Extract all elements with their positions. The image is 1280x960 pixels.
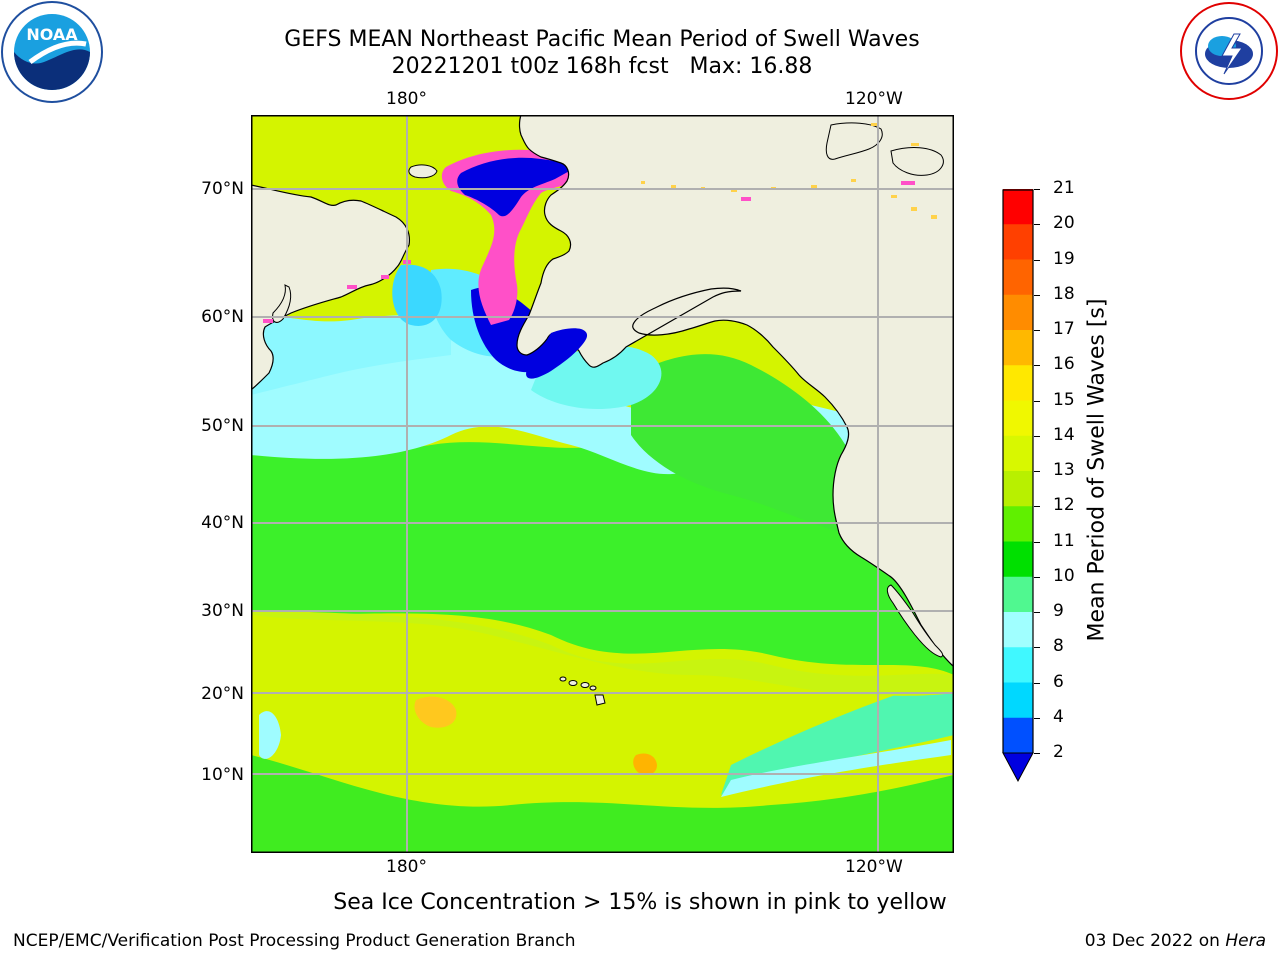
land-baja: [886, 584, 944, 658]
colorbar-band: [1003, 189, 1033, 225]
colorbar-tick-label: 4: [1053, 706, 1064, 727]
colorbar-tick-label: 12: [1053, 495, 1075, 516]
colorbar-band: [1003, 682, 1033, 719]
land-kamchatka: [272, 284, 292, 323]
colorbar-tick-label: 2: [1053, 742, 1064, 762]
lat-label-40n: 40°N: [201, 513, 244, 533]
map-svg: [251, 115, 954, 853]
footer-date-text: 03 Dec 2022 on: [1084, 931, 1226, 951]
colorbar-tick-mark: [1034, 682, 1040, 684]
colorbar-tick-mark: [1034, 189, 1040, 190]
field-cyan-west: [259, 711, 281, 759]
land-arctic-island-2: [890, 147, 944, 176]
field-cyan-east-2: [721, 740, 951, 797]
colorbar-tick-label: 14: [1053, 424, 1075, 445]
colorbar-tick-mark: [1034, 612, 1040, 613]
field-green-south: [251, 755, 954, 853]
colorbar-band: [1003, 294, 1033, 331]
colorbar-tick-mark: [1034, 541, 1040, 543]
colorbar-band: [1003, 365, 1033, 401]
field-deepblue-peninsula: [526, 328, 588, 379]
sea-ice-note: Sea Ice Concentration > 15% is shown in …: [333, 890, 947, 915]
colorbar-tick-mark: [1034, 471, 1040, 472]
field-cyan-north-2: [251, 314, 451, 395]
colorbar-tick-mark: [1034, 647, 1040, 649]
colorbar-band: [1003, 259, 1033, 296]
colorbar-tick-mark: [1034, 717, 1040, 719]
map-title: GEFS MEAN Northeast Pacific Mean Period …: [284, 27, 920, 52]
colorbar-tick-label: 21: [1053, 178, 1075, 198]
field-orange-1: [414, 696, 457, 728]
field-green-gulf: [631, 354, 851, 535]
colorbar-svg: [1002, 189, 1034, 783]
lat-label-20n: 20°N: [201, 684, 244, 704]
field-orange-2: [633, 753, 657, 775]
colorbar-band: [1003, 717, 1033, 754]
colorbar-band: [1003, 647, 1033, 683]
field-yellow-center: [251, 610, 954, 696]
colorbar-band: [1003, 224, 1033, 260]
footer-credit: NCEP/EMC/Verification Post Processing Pr…: [13, 931, 576, 951]
colorbar-band: [1003, 330, 1033, 366]
land-wrangel: [408, 164, 438, 179]
colorbar-tick-label: 9: [1053, 601, 1064, 621]
colorbar-tick-mark: [1034, 224, 1040, 226]
colorbar-tick-mark: [1034, 330, 1040, 331]
colorbar-tick-mark: [1034, 435, 1040, 437]
sea-ice-blue: [457, 157, 573, 217]
map-subtitle-date: 20221201 t00z 168h fcst Max: 16.88: [391, 54, 813, 79]
land-hawaii: [559, 676, 606, 706]
land-asia: [251, 184, 411, 391]
colorbar-tick-label: 6: [1053, 671, 1064, 692]
nws-logo: [1178, 0, 1280, 102]
colorbar-tick-mark: [1034, 365, 1040, 367]
lat-label-60n: 60°N: [201, 307, 244, 327]
lat-label-50n: 50°N: [201, 416, 244, 436]
lon-label-top-180: 180°: [386, 89, 427, 109]
land-north-america: [516, 115, 954, 668]
colorbar-tick-label: 20: [1053, 213, 1075, 234]
lon-label-top-120w: 120°W: [845, 89, 903, 109]
lon-label-bottom-180: 180°: [386, 857, 427, 877]
colorbar-band: [1003, 435, 1033, 472]
colorbar-tick-mark: [1034, 259, 1040, 261]
lat-label-10n: 10°N: [201, 765, 244, 785]
footer-host: Hera: [1225, 931, 1266, 951]
colorbar-tick-mark: [1034, 753, 1040, 754]
colorbar-band: [1003, 541, 1033, 578]
colorbar-tick-label: 13: [1053, 460, 1075, 480]
colorbar-tick-label: 8: [1053, 636, 1064, 657]
colorbar-tick-mark: [1034, 576, 1040, 578]
svg-text:NOAA: NOAA: [26, 25, 78, 44]
colorbar: [1002, 189, 1034, 783]
colorbar-tick-label: 10: [1053, 565, 1075, 586]
colorbar-tick-label: 19: [1053, 248, 1075, 269]
colorbar-band: [1003, 506, 1033, 542]
land-arctic-island-1: [825, 122, 883, 160]
lat-label-70n: 70°N: [201, 179, 244, 199]
lat-label-30n: 30°N: [201, 601, 244, 621]
colorbar-band: [1003, 612, 1033, 648]
noaa-logo: NOAA: [0, 0, 104, 104]
map-gridlines: [251, 115, 954, 853]
field-blue-bering-2: [392, 264, 442, 326]
map-panel: [251, 115, 954, 853]
colorbar-extend-triangle: [1002, 752, 1034, 783]
colorbar-outline: [1002, 189, 1034, 753]
colorbar-tick-label: 17: [1053, 319, 1075, 339]
colorbar-band: [1003, 471, 1033, 507]
colorbar-band: [1003, 576, 1033, 613]
colorbar-tick-label: 15: [1053, 389, 1075, 410]
colorbar-band: [1003, 400, 1033, 437]
colorbar-tick-mark: [1034, 506, 1040, 508]
colorbar-tick-label: 16: [1053, 354, 1075, 375]
footer-date: 03 Dec 2022 on Hera: [1085, 931, 1266, 951]
lon-label-bottom-120w: 120°W: [845, 857, 903, 877]
colorbar-tick-mark: [1034, 294, 1040, 296]
colorbar-tick-label: 18: [1053, 283, 1075, 304]
colorbar-tick-mark: [1034, 400, 1040, 402]
colorbar-title: Mean Period of Swell Waves [s]: [1084, 298, 1110, 642]
field-cyan-east: [721, 675, 954, 795]
colorbar-tick-label: 11: [1053, 530, 1075, 551]
